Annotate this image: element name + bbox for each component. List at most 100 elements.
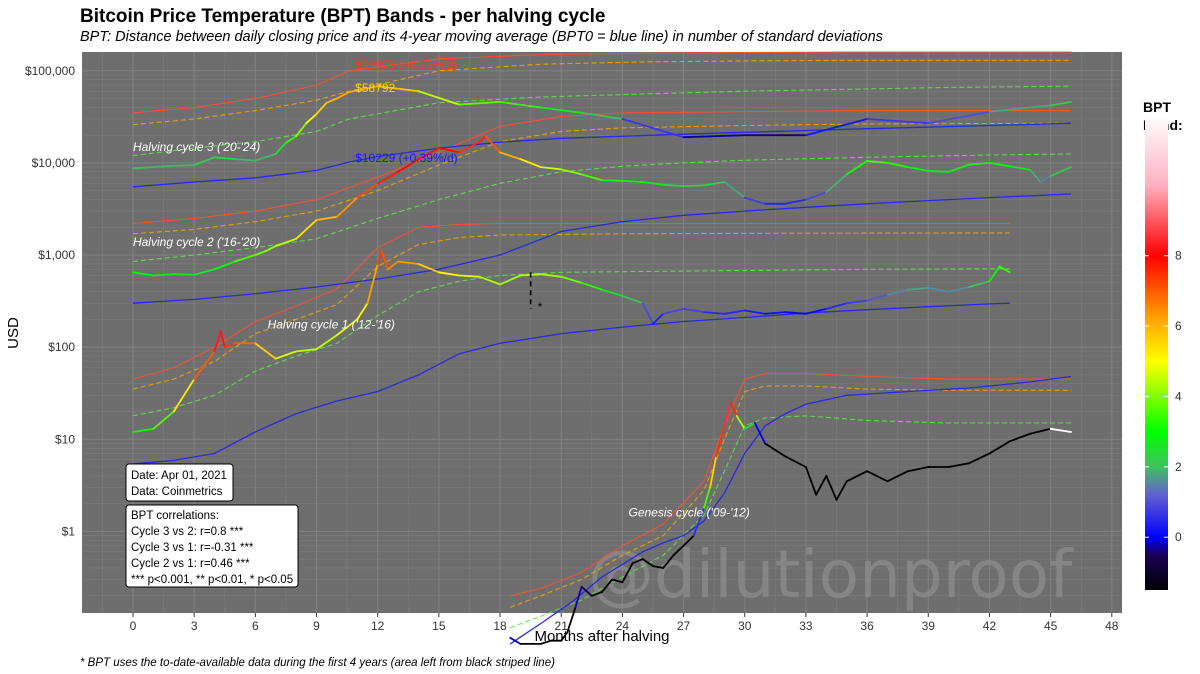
price-segment <box>709 455 718 489</box>
price-segment <box>601 578 614 593</box>
price-segment <box>223 342 236 349</box>
price-segment <box>735 414 746 430</box>
price-segment <box>305 113 318 125</box>
band-line-8sd <box>132 222 1010 380</box>
legend-tick-label: 6 <box>1175 319 1182 333</box>
price-segment <box>376 250 383 265</box>
price-segment <box>672 544 685 557</box>
y-tick-label: $10 <box>55 432 75 446</box>
band-line-8sd <box>132 51 1071 114</box>
band-line-2sd <box>132 85 1072 157</box>
price-segment <box>213 156 236 161</box>
price-segment <box>662 554 675 569</box>
x-tick-label: 15 <box>432 619 446 633</box>
price-segment <box>213 329 222 353</box>
value-labels: $99975 (+0.73%/d) $58792 $10229 (+0.39%/d) <box>355 58 457 165</box>
x-tick-label: 45 <box>1044 619 1058 633</box>
price-lines <box>132 85 1072 645</box>
price-segment <box>397 260 420 265</box>
price-segment <box>376 170 400 185</box>
x-tick-label: 3 <box>191 619 198 633</box>
price-segment <box>886 470 909 483</box>
price-segment <box>315 215 338 221</box>
info-data-source: Data: Coinmetrics <box>131 486 223 498</box>
price-segment <box>784 455 807 468</box>
price-segment <box>1049 427 1072 433</box>
y-tick-label: $1 <box>62 524 76 538</box>
price-segment <box>805 191 828 201</box>
price-segment <box>1049 101 1072 107</box>
band-line-8sd <box>132 110 1071 225</box>
price-segment <box>866 160 889 164</box>
price-segment <box>805 307 828 315</box>
price-segment <box>907 466 930 473</box>
legend-tick-label: 8 <box>1175 249 1182 263</box>
price-segment <box>927 169 950 173</box>
price-segment <box>566 606 577 634</box>
price-segment <box>284 135 298 144</box>
price-segment <box>611 578 624 584</box>
price-segment <box>927 110 991 125</box>
price-segment <box>574 585 583 609</box>
price-segment <box>723 181 746 199</box>
x-tick-label: 9 <box>313 619 320 633</box>
price-segment <box>417 147 440 161</box>
price-segment <box>233 254 257 263</box>
price-segment <box>845 299 868 305</box>
price-segment <box>295 219 318 240</box>
correlation-line: Cycle 3 vs 1: r=-0.31 *** <box>131 542 254 554</box>
ma-label: $10229 (+0.39%/d) <box>355 151 457 165</box>
x-tick-labels: 0 3 6 9 12 15 18 21 24 27 30 33 36 39 42 45 48 <box>130 613 1119 633</box>
price-segment <box>825 173 848 194</box>
price-segment <box>499 274 522 286</box>
price-segment <box>509 636 522 645</box>
price-segment <box>484 135 501 154</box>
info-date: Date: Apr 01, 2021 <box>131 470 227 482</box>
price-segment <box>315 101 328 115</box>
price-label: $58792 <box>355 81 395 95</box>
chart-title: Bitcoin Price Temperature (BPT) Bands - … <box>80 6 605 27</box>
price-segment <box>193 268 216 276</box>
price-segment <box>152 410 175 430</box>
price-segment <box>366 263 379 305</box>
price-segment <box>519 158 542 169</box>
x-tick-label: 12 <box>371 619 385 633</box>
price-segment <box>601 288 624 297</box>
price-segment <box>845 160 868 176</box>
price-segment <box>458 140 481 154</box>
cycle-label: Halving cycle 2 ('16-'20) <box>133 235 260 249</box>
band-lines <box>132 51 1072 629</box>
x-tick-label: 30 <box>738 619 752 633</box>
price-segment <box>356 302 369 321</box>
price-segment <box>988 265 1001 283</box>
price-segment <box>927 286 950 293</box>
price-segment <box>132 166 155 170</box>
price-segment <box>325 97 338 104</box>
price-segment <box>968 161 991 166</box>
x-axis-label: Months after halving <box>534 628 669 645</box>
price-segment <box>703 181 726 187</box>
price-segment <box>417 263 440 274</box>
price-segment <box>348 85 379 93</box>
x-tick-label: 33 <box>799 619 813 633</box>
price-segment <box>652 312 665 325</box>
x-tick-label: 42 <box>983 619 997 633</box>
price-segment <box>662 183 685 188</box>
y-axis-label: USD <box>5 317 22 349</box>
price-segment <box>825 302 848 310</box>
price-segment <box>988 440 1011 455</box>
cycle-label: Halving cycle 1 ('12-'16) <box>268 317 395 331</box>
price-segment <box>478 135 487 143</box>
price-segment <box>590 591 603 597</box>
price-segment <box>397 158 420 173</box>
price-segment <box>458 101 501 106</box>
x-tick-label: 0 <box>130 619 137 633</box>
price-segment <box>193 156 216 166</box>
moving-average-lines <box>132 122 1072 645</box>
price-segment <box>213 260 236 271</box>
top-band-label: $99975 (+0.73%/d) <box>355 58 457 72</box>
legend-tick-label: 2 <box>1175 460 1182 474</box>
price-segment <box>784 311 807 315</box>
y-tick-label: $100,000 <box>25 64 75 78</box>
